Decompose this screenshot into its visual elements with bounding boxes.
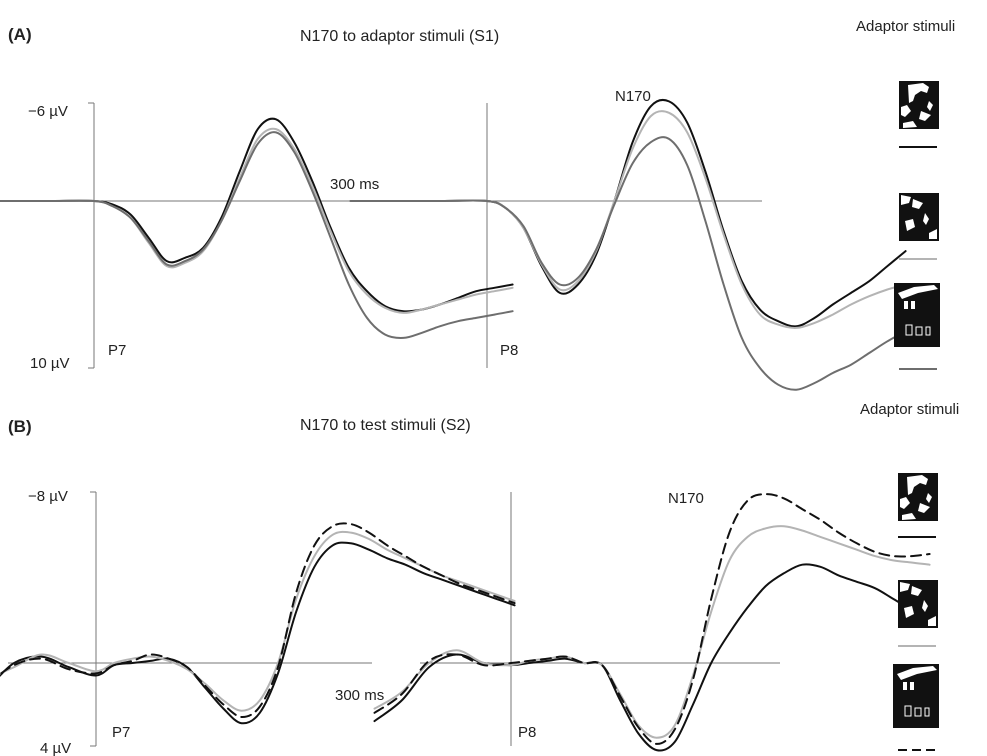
panel-b-p7-traces xyxy=(0,522,516,725)
erp-trace-b-p7-black-solid xyxy=(0,541,516,725)
panel-a-legend-title: Adaptor stimuli xyxy=(856,18,955,35)
panel-b-time-label: 300 ms xyxy=(335,687,384,704)
face-stimulus-1-icon xyxy=(899,81,939,129)
erp-trace-b-p8-black-solid xyxy=(373,563,931,752)
face-stimulus-2-icon xyxy=(899,193,939,241)
erp-trace-b-p7-light-gray-solid xyxy=(0,530,516,712)
panel-a-p7-traces xyxy=(0,117,514,339)
house-stimulus-icon xyxy=(893,282,941,348)
panel-a-left-electrode: P7 xyxy=(108,342,126,359)
panel-b-label: (B) xyxy=(8,417,32,436)
house-stimulus-icon xyxy=(892,663,940,729)
panel-b-y-bottom-label: 4 µV xyxy=(40,740,71,756)
erp-trace-b-p8-black-dashed xyxy=(373,493,931,745)
erp-trace-a-p7-light-gray-solid xyxy=(0,127,514,314)
erp-trace-b-p8-light-gray-solid xyxy=(373,525,931,739)
panel-a-label: (A) xyxy=(8,25,32,44)
panel-b-p8-traces xyxy=(373,493,931,752)
panel-b-y-top-label: −8 µV xyxy=(28,488,68,505)
erp-trace-b-p7-black-dashed xyxy=(0,522,516,719)
panel-b-p7-axes xyxy=(8,491,372,747)
panel-b-legend xyxy=(892,473,940,751)
panel-a-legend xyxy=(893,81,941,370)
panel-a-p8-axes xyxy=(398,103,762,368)
panel-a-right-electrode: P8 xyxy=(500,342,518,359)
face-stimulus-2-icon xyxy=(898,580,938,628)
panel-a-p8-traces xyxy=(349,98,907,391)
erp-trace-a-p8-dark-gray-solid xyxy=(349,136,907,391)
panel-a-y-top-label: −6 µV xyxy=(28,103,68,120)
erp-trace-a-p8-light-gray-solid xyxy=(349,110,907,329)
face-stimulus-1-icon xyxy=(898,473,938,521)
panel-a-time-label: 300 ms xyxy=(330,176,379,193)
erp-trace-a-p7-dark-gray-solid xyxy=(0,131,514,339)
panel-b-legend-title: Adaptor stimuli xyxy=(860,401,959,418)
panel-a-p7-axes xyxy=(6,102,370,369)
panel-b-p8-axes xyxy=(420,492,780,746)
panel-b-left-electrode: P7 xyxy=(112,724,130,741)
erp-trace-a-p8-black-solid xyxy=(349,98,907,328)
panel-b-peak-label: N170 xyxy=(668,490,704,507)
panel-a-y-bottom-label: 10 µV xyxy=(30,355,70,372)
panel-b-title: N170 to test stimuli (S2) xyxy=(300,417,471,434)
panel-a-title: N170 to adaptor stimuli (S1) xyxy=(300,28,499,45)
panel-b-right-electrode: P8 xyxy=(518,724,536,741)
panel-a-peak-label: N170 xyxy=(615,88,651,105)
